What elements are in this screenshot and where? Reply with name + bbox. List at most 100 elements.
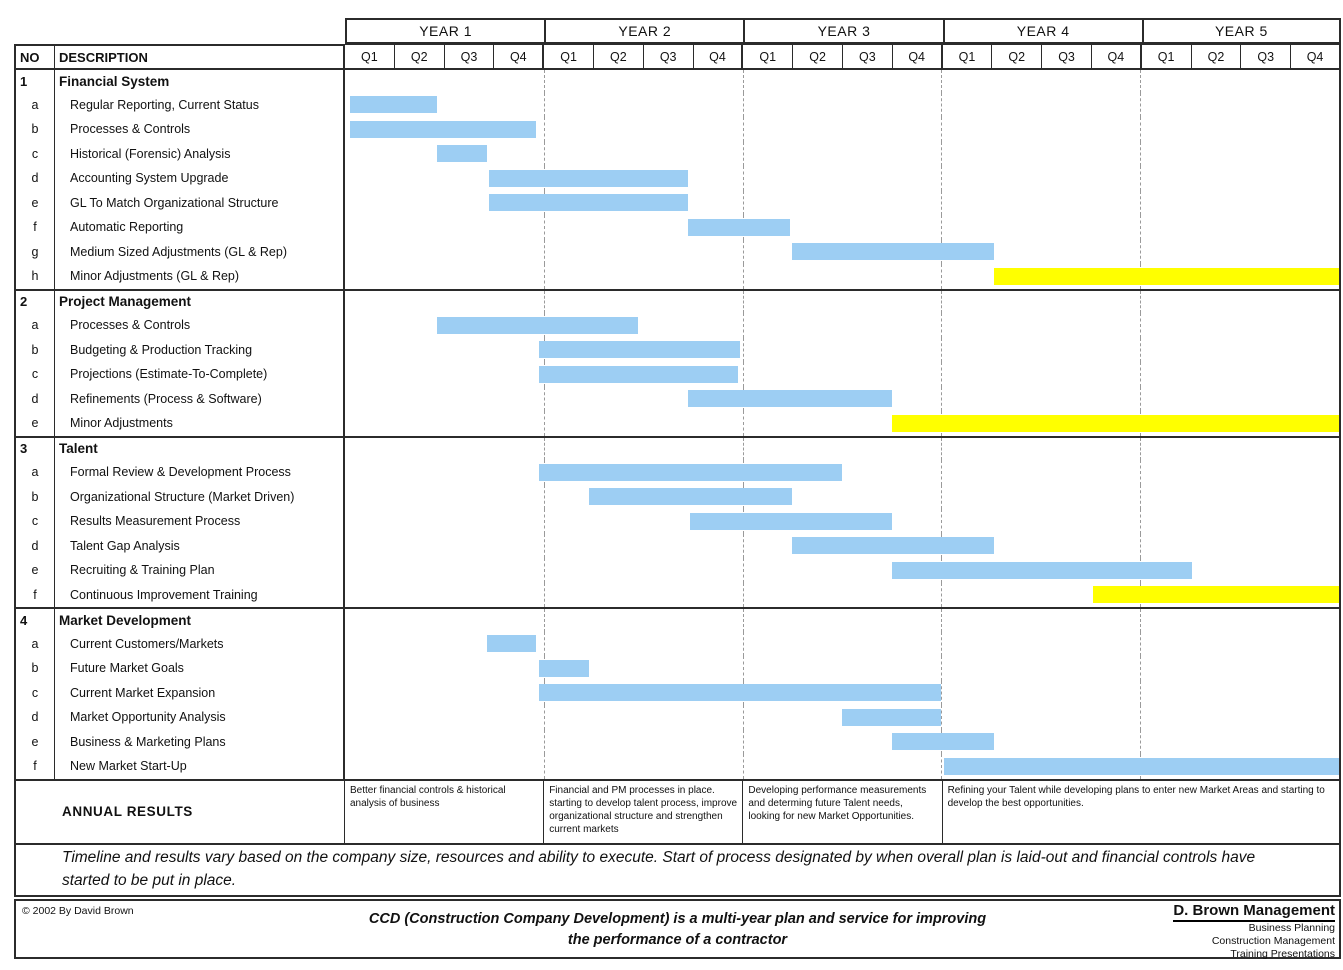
annual-result-cell-4: Refining your Talent while developing pl… — [943, 780, 1341, 843]
year-divider-line — [543, 705, 545, 730]
year-divider-line — [1140, 386, 1142, 411]
task-row: f New Market Start-Up — [14, 754, 1341, 779]
task-chart-cell — [345, 190, 1341, 215]
year-header-4: YEAR 4 — [942, 18, 1142, 44]
year-divider-line — [543, 484, 545, 509]
task-chart-cell — [345, 533, 1341, 558]
task-row: f Continuous Improvement Training — [14, 582, 1341, 607]
ccd-statement: CCD (Construction Company Development) i… — [368, 910, 987, 949]
task-label: Formal Review & Development Process — [55, 460, 345, 485]
year-divider-line — [941, 609, 943, 632]
year-header-3: YEAR 3 — [743, 18, 943, 44]
task-chart-cell — [345, 705, 1341, 730]
year-divider-line — [1140, 141, 1142, 166]
quarter-header-y2-q1: Q1 — [544, 44, 594, 68]
section-chart-cell — [345, 437, 1341, 460]
task-id: e — [14, 558, 55, 583]
year-divider-line — [1140, 313, 1142, 338]
year-divider-line — [941, 631, 943, 656]
gantt-bar — [891, 414, 1339, 432]
task-label: Historical (Forensic) Analysis — [55, 141, 345, 166]
task-label: Current Customers/Markets — [55, 631, 345, 656]
task-chart-cell — [345, 582, 1341, 607]
task-id: c — [14, 362, 55, 387]
task-label: Organizational Structure (Market Driven) — [55, 484, 345, 509]
year-divider-line — [543, 609, 545, 632]
year-divider-line — [543, 509, 545, 534]
task-id: a — [14, 92, 55, 117]
quarter-header-y4-q2: Q2 — [992, 44, 1043, 68]
quarter-header-y2-q2: Q2 — [593, 44, 644, 68]
task-label: Current Market Expansion — [55, 680, 345, 705]
copyright-text: © 2002 By David Brown — [22, 904, 134, 917]
year-divider-line — [1140, 460, 1142, 485]
column-header-row: NO DESCRIPTION Q1 Q2 Q3 Q4 Q1 Q2 Q3 Q4 Q1 Q2 Q3 Q4 Q… — [14, 44, 1341, 68]
task-id: c — [14, 509, 55, 534]
section-header-row: 4 Market Development — [14, 607, 1341, 632]
year-divider-line — [742, 117, 744, 142]
year-divider-line — [941, 190, 943, 215]
quarter-header-y1-q1: Q1 — [345, 44, 395, 68]
service-line-3: Training Presentations — [1230, 948, 1335, 961]
quarter-header-y5-q2: Q2 — [1191, 44, 1242, 68]
gantt-bar — [842, 708, 942, 726]
gantt-bar — [588, 488, 793, 505]
annual-result-cell-1: Better financial controls & historical a… — [345, 780, 545, 843]
year-divider-line — [543, 117, 545, 142]
section-title: Project Management — [55, 290, 345, 313]
task-id: f — [14, 754, 55, 779]
task-id: g — [14, 239, 55, 264]
section-title: Market Development — [55, 609, 345, 632]
task-label: Budgeting & Production Tracking — [55, 337, 345, 362]
task-id: b — [14, 484, 55, 509]
annual-result-cell-2: Financial and PM processes in place. sta… — [544, 780, 744, 843]
task-row: d Refinements (Process & Software) — [14, 386, 1341, 411]
task-row: d Market Opportunity Analysis — [14, 705, 1341, 730]
gantt-bar — [489, 194, 688, 211]
year-divider-line — [1140, 215, 1142, 240]
year-divider-line — [742, 729, 744, 754]
task-label: Regular Reporting, Current Status — [55, 92, 345, 117]
task-chart-cell — [345, 631, 1341, 656]
quarter-header-y3-q4: Q4 — [892, 44, 943, 68]
task-row: d Accounting System Upgrade — [14, 166, 1341, 191]
section-number: 3 — [14, 437, 55, 460]
gantt-bar — [538, 463, 842, 481]
note-row: Timeline and results vary based on the c… — [14, 842, 1341, 897]
quarter-header-y2-q4: Q4 — [693, 44, 744, 68]
year-divider-line — [742, 337, 744, 362]
gantt-table: YEAR 1 YEAR 2 YEAR 3 YEAR 4 YEAR 5 NO DESCRI… — [14, 18, 1341, 961]
year-divider-line — [742, 533, 744, 558]
year-divider-line — [1140, 631, 1142, 656]
year-divider-line — [543, 558, 545, 583]
task-label: GL To Match Organizational Structure — [55, 190, 345, 215]
section-number: 4 — [14, 609, 55, 632]
year-divider-line — [742, 609, 744, 632]
year-divider-line — [1140, 239, 1142, 264]
task-chart-cell — [345, 362, 1341, 387]
year-divider-line — [941, 484, 943, 509]
year-divider-line — [543, 92, 545, 117]
task-label: Market Opportunity Analysis — [55, 705, 345, 730]
gantt-bar — [687, 390, 892, 407]
year-row-spacer — [14, 18, 345, 44]
quarter-header-y3-q3: Q3 — [842, 44, 893, 68]
year-divider-line — [1140, 92, 1142, 117]
section-chart-cell — [345, 290, 1341, 313]
gantt-bar — [1092, 586, 1339, 603]
task-row: e Minor Adjustments — [14, 411, 1341, 436]
task-label: Processes & Controls — [55, 313, 345, 338]
year-divider-line — [543, 386, 545, 411]
task-id: d — [14, 705, 55, 730]
gantt-bar — [349, 96, 437, 113]
task-row: a Processes & Controls — [14, 313, 1341, 338]
task-row: b Future Market Goals — [14, 656, 1341, 681]
task-chart-cell — [345, 239, 1341, 264]
gantt-bar — [538, 659, 589, 677]
task-chart-cell — [345, 386, 1341, 411]
year-divider-line — [543, 290, 545, 313]
gantt-bar — [891, 733, 994, 750]
task-row: a Formal Review & Development Process — [14, 460, 1341, 485]
task-id: f — [14, 582, 55, 607]
annual-results-row: ANNUAL RESULTS Better financial controls… — [14, 778, 1341, 843]
